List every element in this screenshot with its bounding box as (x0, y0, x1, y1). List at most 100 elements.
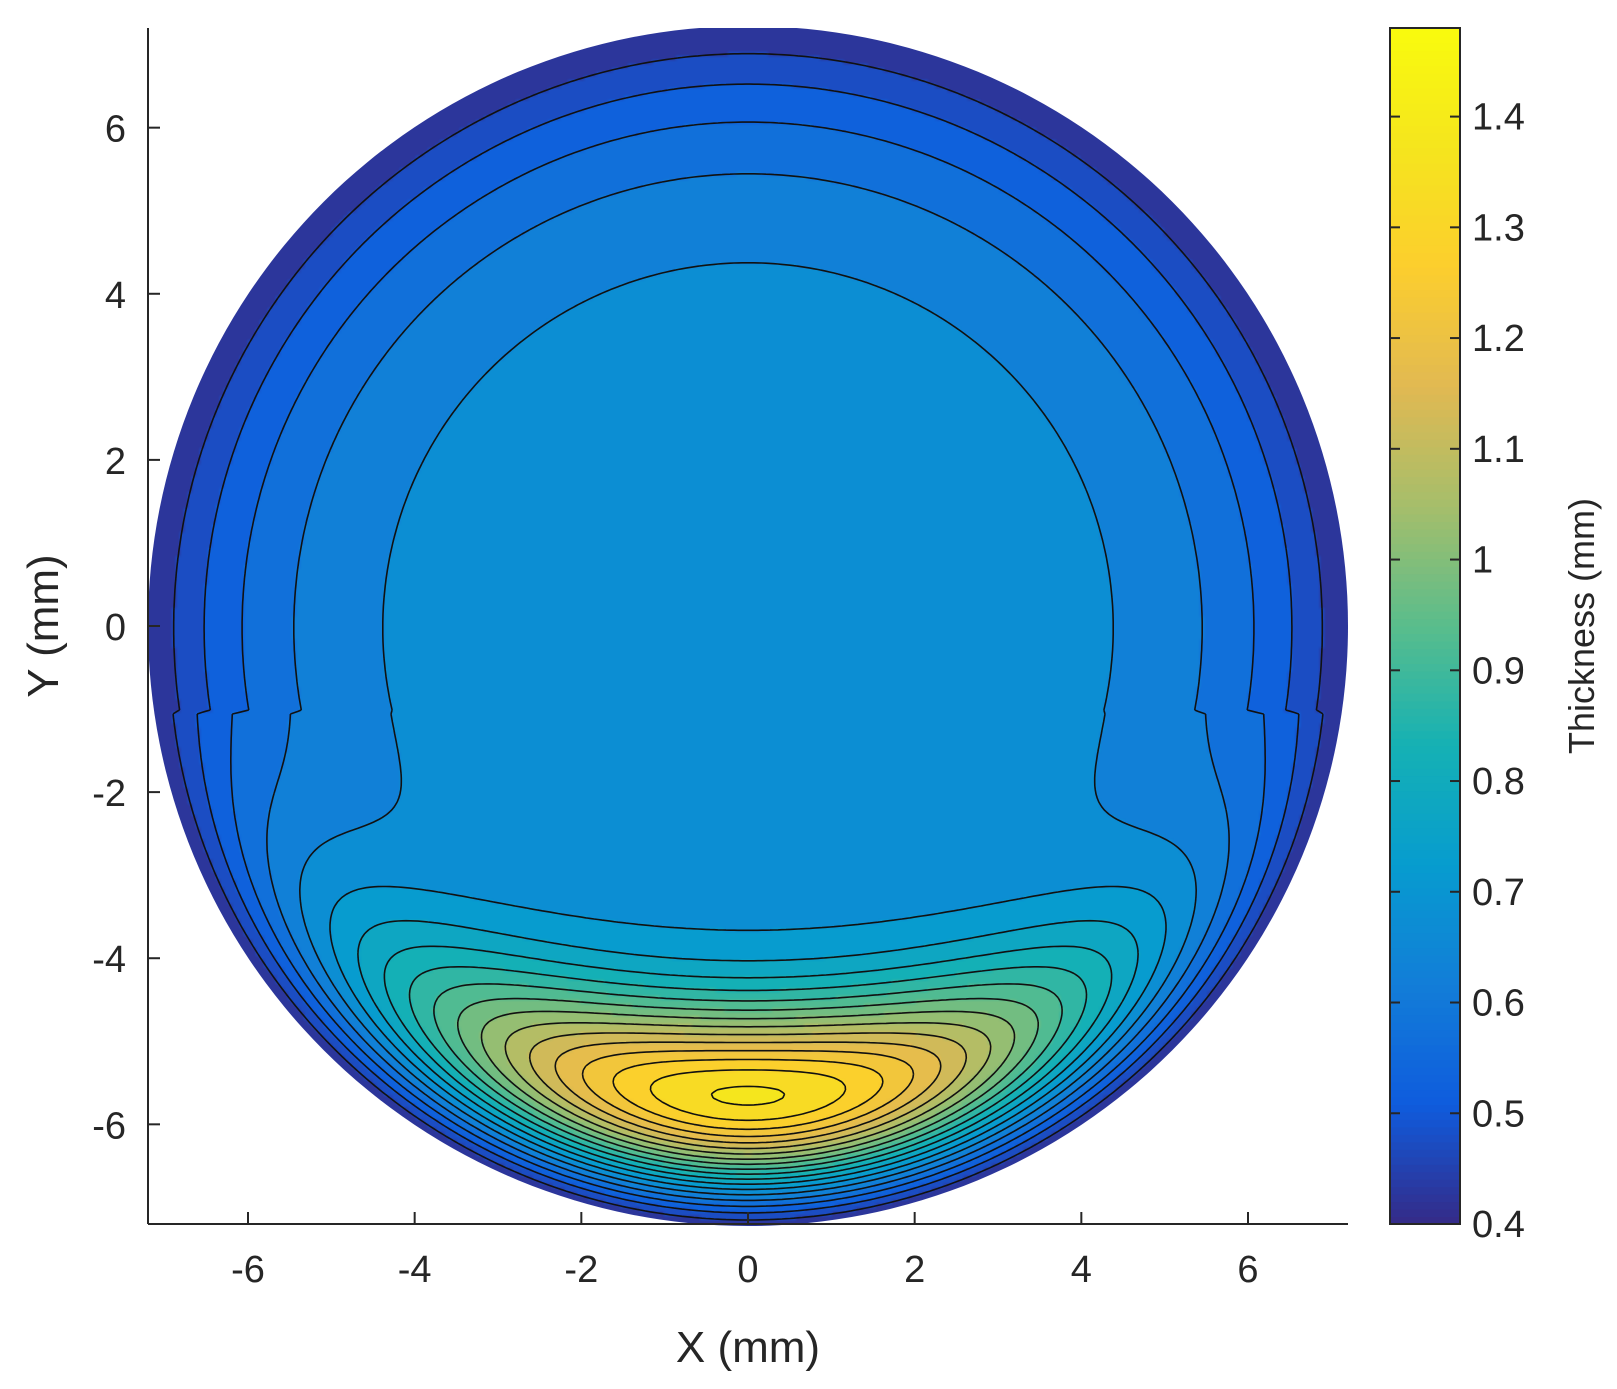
colorbar-segment (1390, 1022, 1460, 1031)
colorbar-segment (1390, 1119, 1460, 1128)
colorbar-segment (1390, 1104, 1460, 1113)
contour-line (649, 1069, 847, 1122)
colorbar-segment (1390, 618, 1460, 627)
colorbar-segment (1390, 708, 1460, 717)
colorbar-ticks: 1.4 1.3 1.2 1.1 1 0.9 0.8 0.7 0.6 0.5 0.4 (1390, 97, 1525, 1246)
colorbar-segment (1390, 551, 1460, 560)
colorbar-segment (1390, 87, 1460, 96)
colorbar-tick-label: 0.9 (1472, 650, 1525, 692)
colorbar-segment (1390, 573, 1460, 582)
colorbar-segment (1390, 162, 1460, 171)
colorbar-segment (1390, 35, 1460, 44)
colorbar-segment (1390, 895, 1460, 904)
colorbar-segment (1390, 1067, 1460, 1076)
colorbar-segment (1390, 1029, 1460, 1038)
colorbar-segment (1390, 461, 1460, 470)
colorbar-segment (1390, 170, 1460, 179)
colorbar-segment (1390, 289, 1460, 298)
colorbar-segment (1390, 1037, 1460, 1046)
colorbar-segment (1390, 827, 1460, 836)
x-tick-label: 6 (1237, 1249, 1258, 1291)
colorbar-segment (1390, 872, 1460, 881)
contour-line (230, 121, 1266, 1208)
colorbar-segment (1390, 633, 1460, 642)
colorbar-segment (1390, 476, 1460, 485)
contour-line (357, 919, 1139, 1185)
contour-line (581, 1049, 915, 1138)
x-tick-label: -2 (564, 1249, 598, 1291)
plot-area (148, 28, 1348, 1226)
colorbar-segment (1390, 939, 1460, 949)
colorbar-segment (1390, 865, 1460, 874)
thickness-map (148, 28, 1348, 1226)
y-tick-label: -4 (92, 939, 126, 981)
x-tick-label: -4 (398, 1249, 432, 1291)
colorbar-segment (1390, 1007, 1460, 1016)
colorbar-segment (1390, 790, 1460, 799)
colorbar-segment (1390, 663, 1460, 672)
colorbar-segment (1390, 1216, 1460, 1225)
colorbar-segment (1390, 491, 1460, 500)
colorbar-segment (1390, 102, 1460, 111)
colorbar-segment (1390, 214, 1460, 223)
colorbar-tick-label: 1 (1472, 540, 1493, 582)
colorbar-segment (1390, 416, 1460, 425)
colorbar-segment (1390, 626, 1460, 635)
colorbar-segment (1390, 603, 1460, 612)
colorbar-segment (1390, 244, 1460, 253)
colorbar-segment (1390, 401, 1460, 410)
y-tick-label: 6 (105, 109, 126, 151)
colorbar-segment (1390, 386, 1460, 395)
contour-line (408, 966, 1088, 1175)
colorbar-segment (1390, 857, 1460, 866)
colorbar-segment (1390, 715, 1460, 724)
colorbar-tick-label: 0.6 (1472, 983, 1525, 1025)
colorbar-segment (1390, 969, 1460, 978)
colorbar-segment (1390, 95, 1460, 104)
y-tick-label: -2 (92, 773, 126, 815)
colorbar-segment (1390, 439, 1460, 448)
colorbar-segment (1390, 446, 1460, 455)
colorbar-segment (1390, 356, 1460, 365)
colorbar-segment (1390, 917, 1460, 926)
colorbar-segment (1390, 1134, 1460, 1143)
colorbar-segment (1390, 312, 1460, 321)
colorbar-segment (1390, 304, 1460, 313)
y-tick-label: 0 (105, 607, 126, 649)
colorbar-segment (1390, 394, 1460, 403)
colorbar-segment (1390, 880, 1460, 889)
contour-line (612, 1058, 884, 1131)
x-tick-label: 4 (1071, 1249, 1092, 1291)
colorbar-segment (1390, 50, 1460, 59)
colorbar-segment (1390, 678, 1460, 687)
colorbar-segment (1390, 730, 1460, 739)
y-tick-label: -6 (92, 1105, 126, 1147)
colorbar-segment (1390, 267, 1460, 276)
colorbar-segment (1390, 498, 1460, 507)
colorbar-segment (1390, 768, 1460, 777)
colorbar-segment (1390, 28, 1460, 37)
colorbar-segment (1390, 454, 1460, 463)
colorbar-segment (1390, 57, 1460, 66)
colorbar-segment (1390, 521, 1460, 530)
colorbar-segment (1390, 723, 1460, 732)
colorbar-segment (1390, 379, 1460, 388)
colorbar-segment (1390, 812, 1460, 821)
colorbar-segment (1390, 72, 1460, 81)
colorbar-segment (1390, 588, 1460, 597)
x-tick-label: 0 (737, 1249, 758, 1291)
colorbar-segment (1390, 558, 1460, 567)
colorbar-segment (1390, 745, 1460, 754)
colorbar-segment (1390, 910, 1460, 919)
colorbar-tick-label: 1.3 (1472, 207, 1525, 249)
colorbar-segment (1390, 327, 1460, 336)
colorbar-segment (1390, 469, 1460, 478)
colorbar-segment (1390, 259, 1460, 268)
colorbar-segment (1390, 640, 1460, 650)
colorbar-segment (1390, 1186, 1460, 1195)
colorbar-segment (1390, 177, 1460, 186)
colorbar-segment (1390, 1014, 1460, 1023)
colorbar-segment (1390, 543, 1460, 552)
colorbar-tick-label: 0.8 (1472, 761, 1525, 803)
